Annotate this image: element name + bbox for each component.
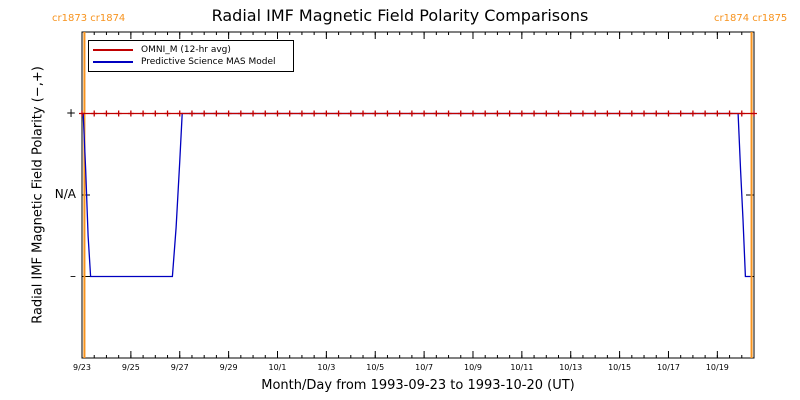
legend-item-omni: OMNI_M (12-hr avg) [93, 44, 231, 56]
series-point-omni [628, 110, 635, 117]
series-point-omni [164, 110, 171, 117]
legend-label-mas: Predictive Science MAS Model [141, 57, 276, 67]
legend-swatch-mas [93, 61, 133, 63]
series-point-omni [689, 110, 696, 117]
series-point-omni [396, 110, 403, 117]
series-point-omni [250, 110, 257, 117]
series-point-omni [543, 110, 550, 117]
series-point-omni [726, 110, 733, 117]
x-tick-label: 10/17 [657, 363, 680, 372]
series-point-omni [188, 110, 195, 117]
y-tick-label-minus: – [70, 268, 76, 283]
series-point-omni [372, 110, 379, 117]
series-point-omni [506, 110, 513, 117]
series-point-omni [531, 110, 538, 117]
x-tick-label: 10/9 [464, 363, 482, 372]
x-tick-label: 10/3 [317, 363, 335, 372]
series-point-omni [103, 110, 110, 117]
chart-title: Radial IMF Magnetic Field Polarity Compa… [211, 6, 589, 25]
series-point-omni [433, 110, 440, 117]
series-point-omni [176, 110, 183, 117]
series-point-omni [482, 110, 489, 117]
series-point-omni [616, 110, 623, 117]
y-tick-label-plus: + [65, 105, 76, 120]
series-point-omni [347, 110, 354, 117]
x-tick-label: 9/25 [122, 363, 140, 372]
x-tick-label: 10/11 [510, 363, 533, 372]
x-tick-label: 9/29 [220, 363, 238, 372]
series-point-omni [201, 110, 208, 117]
series-point-omni [360, 110, 367, 117]
legend-swatch-omni [93, 49, 133, 51]
series-point-omni [445, 110, 452, 117]
series-point-omni [677, 110, 684, 117]
series-point-omni [579, 110, 586, 117]
carrington-label-left: cr1873 cr1874 [52, 13, 126, 24]
y-tick-label-na: N/A [54, 187, 76, 201]
x-tick-label: 10/13 [559, 363, 582, 372]
series-point-omni [714, 110, 721, 117]
series-point-omni [604, 110, 611, 117]
carrington-label-right: cr1874 cr1875 [714, 13, 788, 24]
series-point-omni [127, 110, 134, 117]
series-point-omni [213, 110, 220, 117]
legend-label-omni: OMNI_M (12-hr avg) [141, 45, 231, 55]
series-point-omni [457, 110, 464, 117]
series-point-omni [262, 110, 269, 117]
x-axis-label: Month/Day from 1993-09-23 to 1993-10-20 … [261, 378, 575, 393]
x-tick-label: 10/15 [608, 363, 631, 372]
series-point-omni [641, 110, 648, 117]
legend: OMNI_M (12-hr avg) Predictive Science MA… [88, 40, 294, 72]
series-point-omni [140, 110, 147, 117]
series-point-omni [518, 110, 525, 117]
series-point-omni [665, 110, 672, 117]
series-point-omni [79, 110, 85, 117]
series-point-omni [286, 110, 293, 117]
plot-frame [81, 31, 755, 359]
series-point-omni [311, 110, 318, 117]
series-point-omni [225, 110, 232, 117]
series-point-omni [567, 110, 574, 117]
series-point-omni [592, 110, 599, 117]
series-point-omni [237, 110, 244, 117]
x-tick-label: 9/27 [171, 363, 189, 372]
series-point-omni [555, 110, 562, 117]
series-point-omni [494, 110, 501, 117]
series-point-omni [335, 110, 342, 117]
series-point-omni [408, 110, 415, 117]
legend-item-mas: Predictive Science MAS Model [93, 56, 276, 68]
series-point-omni [152, 110, 159, 117]
series-point-omni [738, 110, 745, 117]
x-tick-label: 10/1 [269, 363, 287, 372]
series-point-omni [274, 110, 281, 117]
x-tick-label: 10/7 [415, 363, 433, 372]
series-point-omni [91, 110, 98, 117]
series-point-omni [702, 110, 709, 117]
x-tick-label: 10/5 [366, 363, 384, 372]
x-tick-label: 9/23 [73, 363, 91, 372]
series-point-omni [298, 110, 305, 117]
x-tick-label: 10/19 [706, 363, 729, 372]
series-point-omni [323, 110, 330, 117]
series-point-omni [469, 110, 476, 117]
series-point-omni [421, 110, 428, 117]
series-point-omni [653, 110, 660, 117]
series-line-mas [82, 112, 751, 278]
series-point-omni [751, 110, 757, 117]
series-point-omni [115, 110, 122, 117]
series-point-omni [384, 110, 391, 117]
